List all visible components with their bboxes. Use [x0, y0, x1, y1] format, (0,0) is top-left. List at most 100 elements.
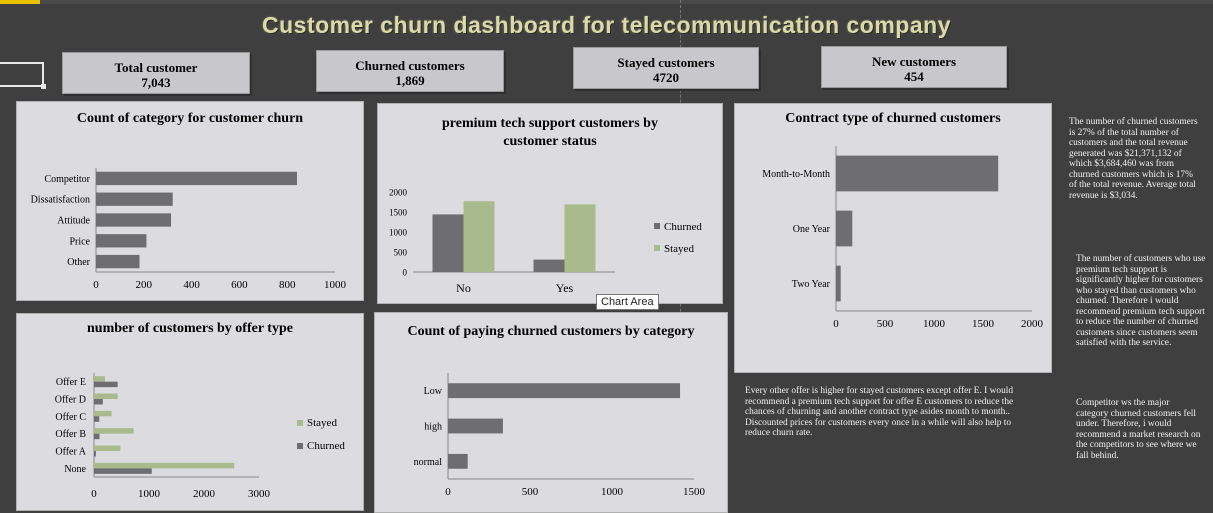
tick-label: 3000	[248, 488, 271, 500]
bar	[564, 204, 596, 272]
chart-title: Count of category for customer churn	[76, 111, 304, 126]
bar	[96, 192, 173, 206]
chart-canvas: 0 500 1000 1500 2000 No Yes Churned Stayed	[389, 188, 702, 296]
category-label: Attitude	[57, 216, 90, 227]
legend-label: Churned	[664, 221, 702, 233]
bar	[96, 171, 297, 186]
legend-swatch	[654, 245, 660, 251]
kpi-value: 1,869	[395, 73, 425, 88]
category-label: Competitor	[44, 174, 90, 185]
category-label: One Year	[793, 224, 831, 235]
chart-canvas: Month-to-Month One Year Two Year 0 500 1000 15…	[762, 146, 1044, 330]
active-cell-marker	[0, 0, 40, 4]
category-label: Offer C	[55, 412, 86, 423]
tick-label: 600	[231, 279, 248, 291]
bar	[94, 376, 105, 382]
kpi-value: 454	[904, 69, 924, 84]
note-offers: Every other offer is higher for stayed c…	[745, 386, 1014, 438]
tick-label: 1000	[923, 318, 946, 330]
tick-label: 1000	[601, 486, 624, 498]
tick-label: 1000	[389, 228, 408, 238]
tick-label: 800	[279, 279, 296, 291]
tick-label: 2000	[193, 488, 216, 500]
chart-contract-type[interactable]: Contract type of churned customers Month…	[734, 103, 1052, 373]
tick-label: 1500	[972, 318, 995, 330]
tick-label: 1000	[324, 279, 347, 291]
category-label: Dissatisfaction	[31, 195, 90, 206]
dashboard-title: Customer churn dashboard for telecommuni…	[262, 12, 951, 38]
chart-title: Count of paying churned customers by cat…	[407, 324, 695, 339]
tick-label: 400	[183, 279, 200, 291]
selected-shape-handle[interactable]	[0, 62, 46, 89]
tick-label: 1500	[389, 208, 408, 218]
kpi-value: 7,043	[141, 75, 171, 90]
category-label: Two Year	[792, 279, 831, 290]
kpi-churned-customers[interactable]: Churned customers 1,869	[316, 50, 504, 92]
note-revenue: The number of churned customers is 27% o…	[1069, 117, 1198, 201]
note-competitor: Competitor ws the major category churned…	[1076, 398, 1201, 461]
category-label: normal	[414, 457, 443, 468]
chart-canvas: Low high normal 0 500 1000 1500	[414, 373, 706, 498]
bar	[836, 155, 999, 192]
kpi-label: Stayed customers	[617, 55, 715, 70]
kpi-total-customer[interactable]: Total customer 7,043	[62, 52, 250, 94]
tick-label: 0	[403, 268, 408, 278]
bar	[448, 383, 681, 399]
tick-label: 2000	[1021, 318, 1044, 330]
category-label: Yes	[556, 281, 574, 295]
bar	[96, 254, 140, 269]
chart-canvas: Competitor Dissatisfaction Attitude Price Ot…	[31, 168, 347, 291]
category-label: high	[424, 422, 442, 433]
bar	[836, 265, 841, 302]
category-label: Offer B	[55, 429, 86, 440]
chart-canvas: Offer E Offer D Offer C Offer B Offer A None 0…	[55, 373, 345, 500]
bar	[94, 416, 100, 422]
category-label: Offer D	[55, 395, 86, 406]
bar	[432, 214, 464, 272]
bar	[448, 418, 503, 434]
header-strip	[0, 0, 1213, 4]
category-label: Month-to-Month	[762, 169, 830, 180]
bar	[448, 453, 468, 469]
tick-label: 1500	[683, 486, 706, 498]
category-label: No	[456, 281, 471, 295]
chart-title: number of customers by offer type	[87, 321, 293, 336]
chart-offer-type[interactable]: number of customers by offer type Offer …	[16, 313, 364, 511]
tick-label: 500	[522, 486, 539, 498]
bar	[463, 201, 495, 272]
bar	[94, 468, 152, 474]
category-label: Low	[424, 386, 443, 397]
bar	[96, 213, 172, 227]
chart-paying-churned[interactable]: Count of paying churned customers by cat…	[374, 312, 728, 513]
legend-label: Churned	[307, 440, 345, 452]
category-label: Offer A	[55, 447, 86, 458]
tick-label: 0	[445, 486, 451, 498]
bar	[94, 393, 118, 399]
tick-label: 0	[91, 488, 97, 500]
chart-churn-category[interactable]: Count of category for customer churn Com…	[16, 101, 364, 301]
bar	[533, 259, 565, 272]
bar	[94, 462, 235, 469]
bar	[94, 381, 118, 388]
note-premium-support: The number of customers who use premium …	[1076, 254, 1206, 348]
bar	[94, 451, 96, 457]
kpi-label: Total customer	[114, 60, 198, 75]
kpi-label: Churned customers	[355, 58, 465, 73]
bar	[94, 445, 121, 451]
kpi-new-customers[interactable]: New customers 454	[821, 46, 1007, 88]
bar	[836, 210, 853, 247]
legend-swatch	[654, 223, 660, 229]
chart-premium-support[interactable]: premium tech support customers by custom…	[377, 103, 723, 304]
tick-label: 200	[136, 279, 153, 291]
resize-handle[interactable]	[41, 84, 46, 89]
legend-swatch	[297, 443, 303, 449]
tick-label: 1000	[138, 488, 161, 500]
tick-label: 500	[394, 248, 408, 258]
chart-title: Contract type of churned customers	[785, 111, 1001, 126]
tick-label: 0	[833, 318, 839, 330]
tick-label: 500	[877, 318, 894, 330]
bar	[94, 399, 103, 405]
kpi-stayed-customers[interactable]: Stayed customers 4720	[573, 47, 759, 89]
bar	[94, 433, 100, 440]
kpi-label: New customers	[871, 54, 957, 69]
